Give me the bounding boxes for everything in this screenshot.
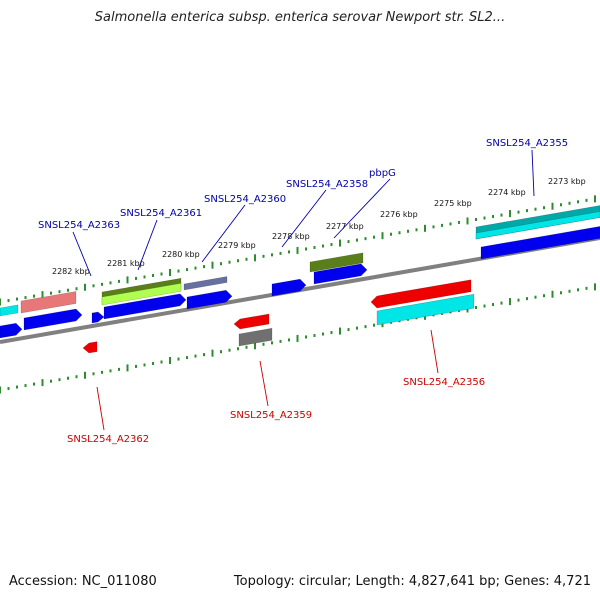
gene-block[interactable] [20, 291, 77, 314]
gene-block[interactable] [101, 282, 182, 306]
kbp-tick-label: 2281 kbp [107, 259, 145, 268]
gene-block[interactable] [0, 304, 19, 317]
gene-block[interactable] [238, 327, 273, 347]
reverse-gene-label[interactable]: SNSL254_A2356 [403, 377, 485, 388]
kbp-tick-label: 2273 kbp [548, 177, 586, 186]
forward-gene-label[interactable]: SNSL254_A2358 [286, 179, 368, 190]
forward-cds-block[interactable] [0, 322, 23, 339]
forward-cds-block[interactable] [480, 226, 600, 260]
label-callout-line [72, 231, 92, 277]
gene-block[interactable] [183, 276, 228, 291]
forward-gene-label[interactable]: SNSL254_A2363 [38, 220, 120, 231]
reverse-gene-label[interactable]: SNSL254_A2362 [67, 434, 149, 445]
forward-cds-block[interactable] [23, 308, 83, 331]
reverse-gene-label[interactable]: SNSL254_A2359 [230, 410, 312, 421]
label-callout-line [281, 189, 327, 248]
reverse-cds-block[interactable] [82, 341, 98, 354]
forward-gene-label[interactable]: SNSL254_A2360 [204, 194, 286, 205]
forward-gene-label[interactable]: pbpG [369, 168, 396, 179]
reverse-cds-block[interactable] [370, 279, 472, 309]
label-callout-line [201, 204, 246, 263]
label-callout-line [137, 219, 158, 271]
kbp-tick-label: 2276 kbp [380, 210, 418, 219]
forward-cds-block[interactable] [103, 293, 187, 320]
kbp-tick-label: 2278 kbp [272, 232, 310, 241]
forward-cds-block[interactable] [186, 289, 233, 310]
kbp-tick-label: 2275 kbp [434, 199, 472, 208]
gene-labels: SNSL254_A2355pbpGSNSL254_A2358SNSL254_A2… [38, 138, 568, 445]
forward-cds-block[interactable] [313, 263, 368, 285]
label-callout-line [333, 178, 391, 239]
kbp-tick-label: 2279 kbp [218, 241, 256, 250]
label-callout-line [96, 386, 105, 431]
label-callout-line [531, 149, 535, 197]
forward-cds-block[interactable] [91, 311, 105, 324]
accession-text: Accession: NC_011080 [9, 574, 157, 589]
forward-gene-label[interactable]: SNSL254_A2355 [486, 138, 568, 149]
reverse-cds-block[interactable] [233, 313, 270, 330]
gene-block[interactable] [475, 211, 600, 240]
label-callout-line [259, 360, 269, 407]
kbp-tick-label: 2274 kbp [488, 188, 526, 197]
gene-callouts [72, 149, 535, 431]
label-callout-line [430, 329, 439, 374]
gene-block[interactable] [376, 293, 475, 326]
kbp-tick-label: 2282 kbp [52, 267, 90, 276]
feature-track [0, 205, 600, 354]
forward-cds-block[interactable] [271, 278, 307, 297]
map-title: Salmonella enterica subsp. enterica sero… [94, 10, 506, 25]
kbp-tick-label: 2280 kbp [162, 250, 200, 259]
genome-stats-text: Topology: circular; Length: 4,827,641 bp… [233, 574, 591, 589]
gene-block[interactable] [309, 252, 364, 273]
forward-gene-label[interactable]: SNSL254_A2361 [120, 208, 202, 219]
